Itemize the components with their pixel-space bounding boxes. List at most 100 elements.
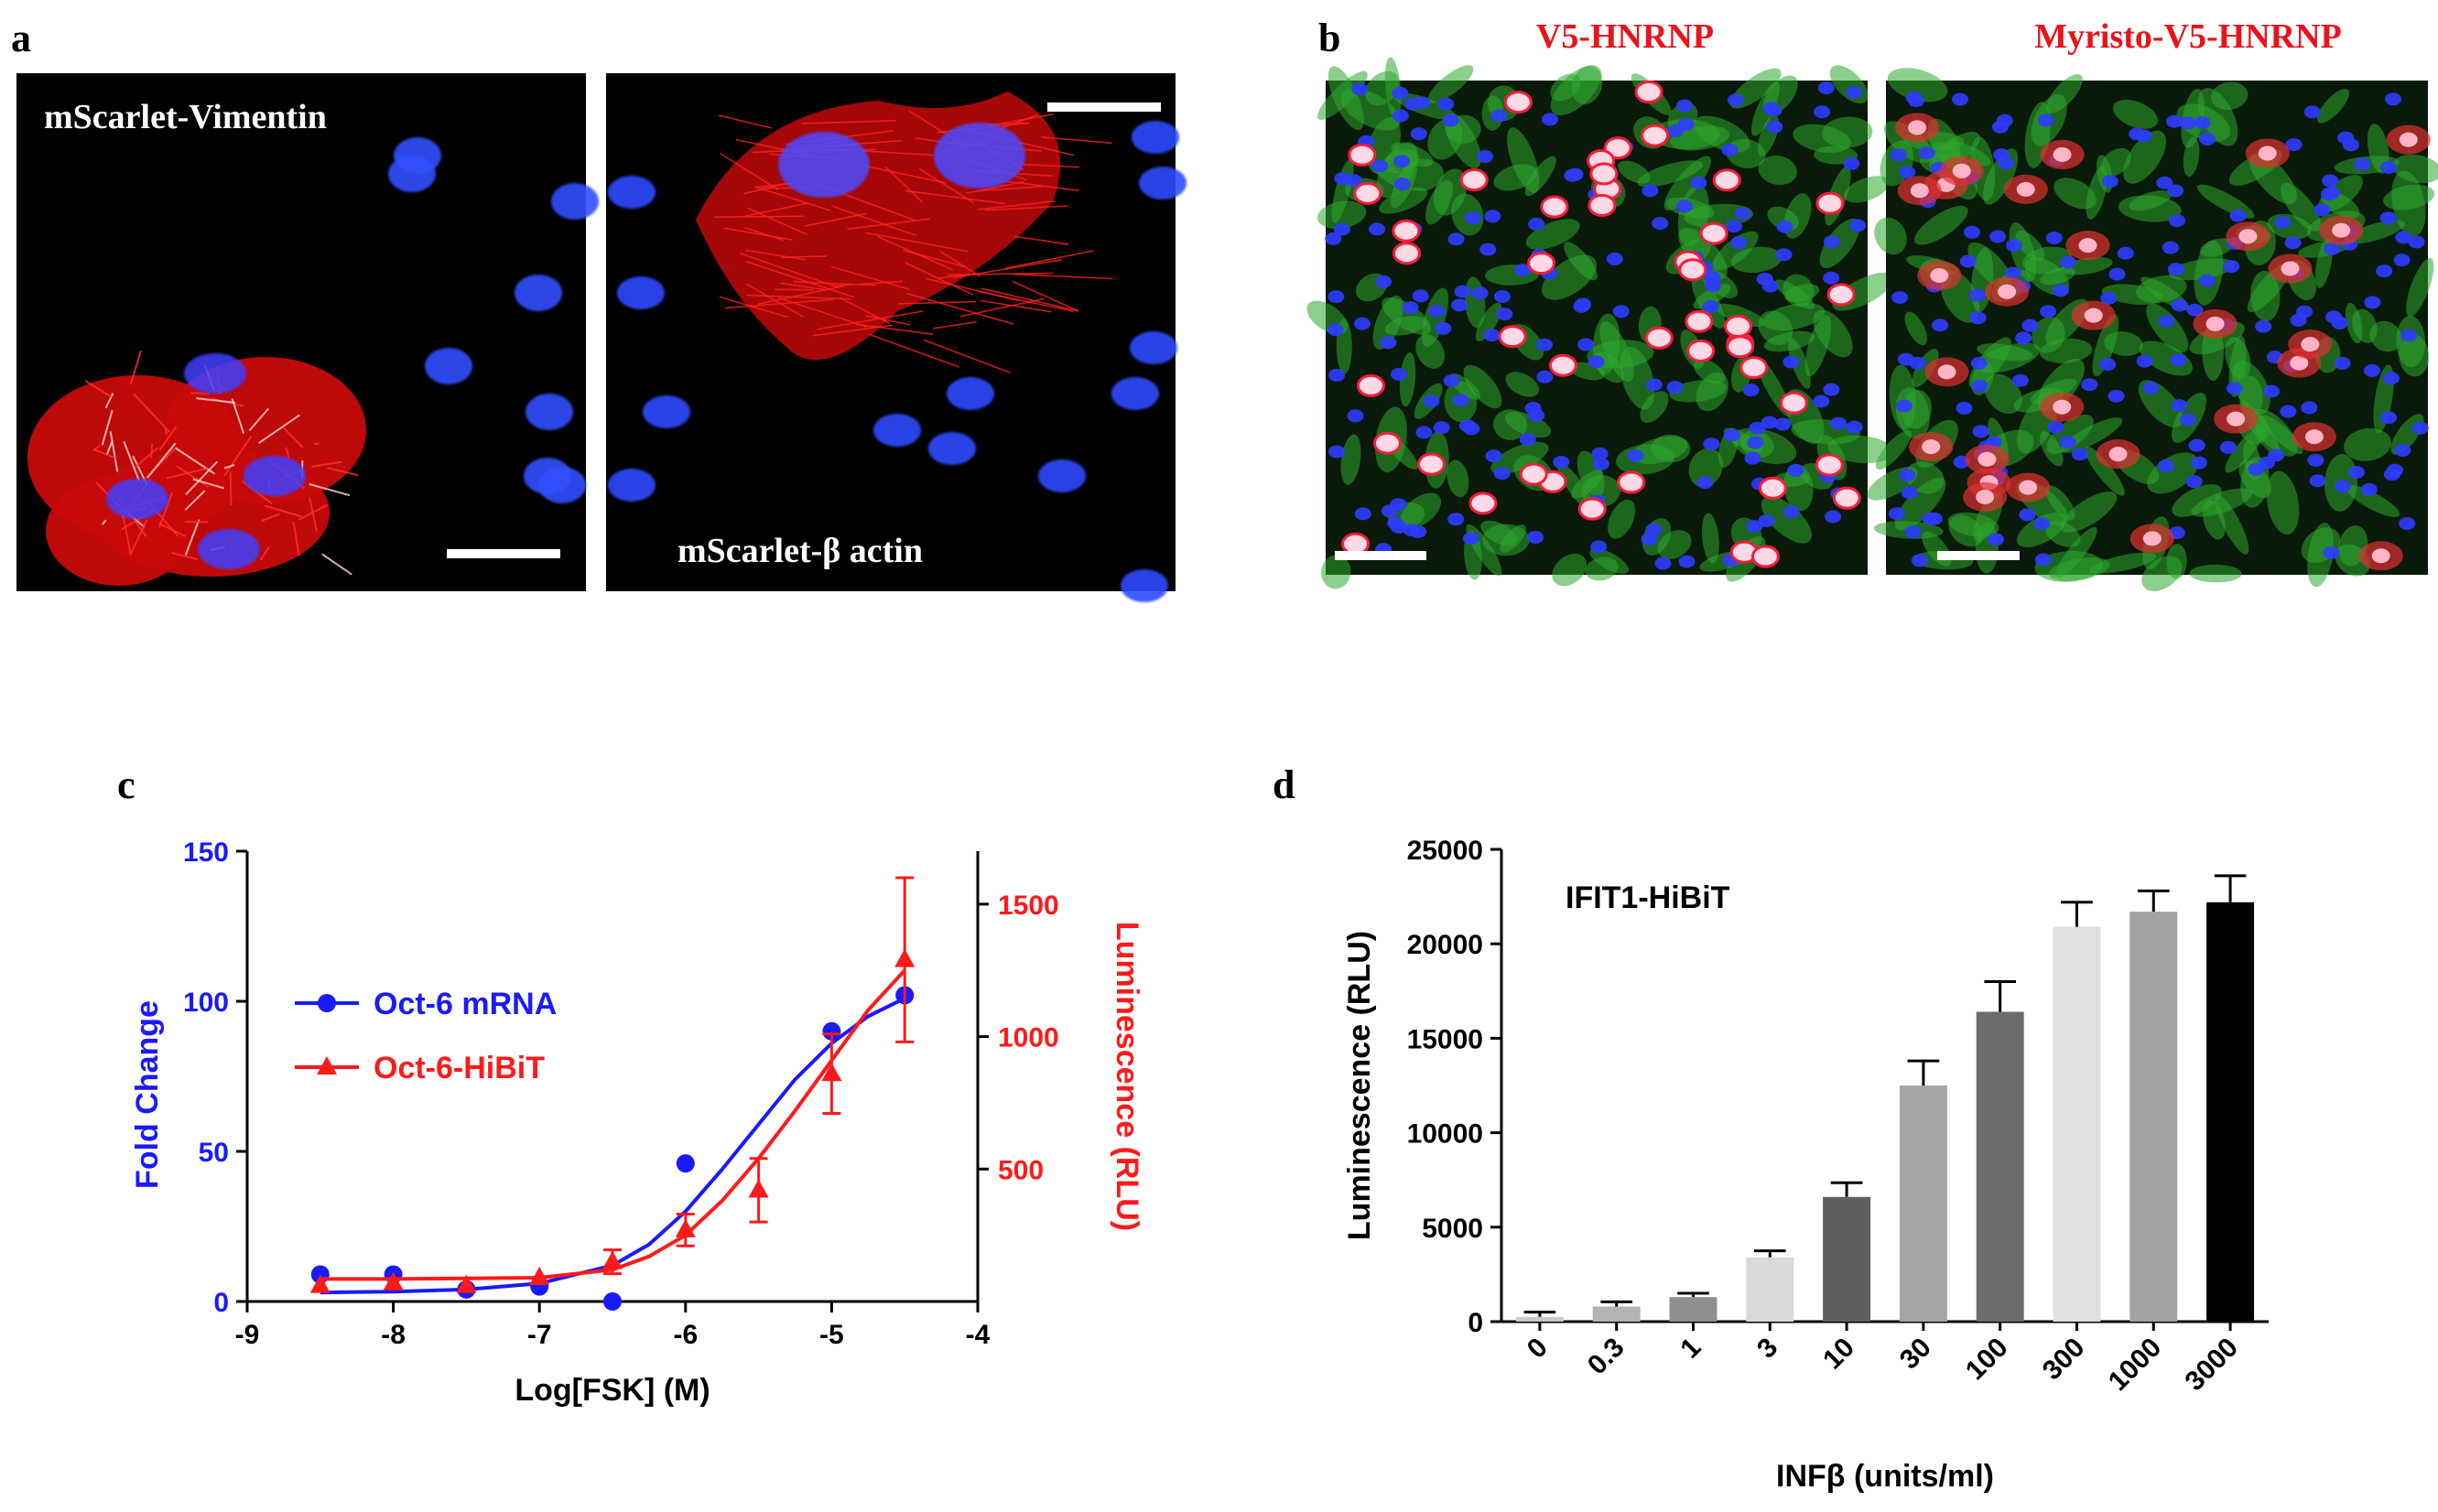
nucleus [244, 456, 306, 496]
panel-d: d 0 5000 10000 15000 20000 25000 0 0.3 1 3 10 30 100… [1273, 762, 2269, 1494]
cytoplasm [1889, 364, 1916, 430]
vimentin-filament [130, 519, 148, 555]
nucleus [1970, 356, 1988, 370]
nucleus [2324, 242, 2341, 255]
cytoplasm [2189, 564, 2242, 583]
actin-fiber [939, 251, 981, 277]
nucleus [1645, 378, 1663, 392]
cytoplasm [1525, 219, 1580, 250]
nucleus [2393, 254, 2411, 267]
cytoplasm [1874, 217, 1907, 255]
cytoplasm [2009, 222, 2037, 282]
nucleus [2320, 188, 2337, 201]
cytoplasm [2034, 550, 2103, 582]
hnrnp-positive-nucleus [1739, 356, 1769, 380]
vimentin-filament [166, 467, 208, 480]
nucleus [1528, 217, 1545, 231]
nucleus [2171, 298, 2188, 312]
actin-fiber [865, 232, 969, 253]
nucleus [2313, 203, 2331, 217]
actin-fiber [1004, 250, 1094, 269]
cytoplasm [1367, 117, 1401, 174]
actin-fiber [977, 200, 1056, 211]
actin-fiber [898, 300, 977, 305]
bar-100 [1976, 1011, 2024, 1322]
nucleus [184, 353, 246, 394]
nucleus [1485, 449, 1502, 463]
vimentin-filament [259, 545, 270, 561]
data-point [675, 1218, 696, 1237]
nucleus [1727, 93, 1744, 107]
nucleus [1536, 370, 1554, 383]
vimentin-filament [164, 428, 168, 436]
nucleus [2011, 373, 2029, 387]
cytoplasm [2345, 220, 2406, 244]
hnrnp-positive-nucleus [1617, 470, 1646, 494]
myristo-micrograph [1867, 68, 2438, 592]
nucleus [1918, 146, 1935, 160]
hnrnp-positive-nucleus [1603, 136, 1632, 160]
nucleus [1447, 513, 1465, 526]
nucleus [2162, 241, 2179, 254]
nucleus [1433, 421, 1450, 435]
nucleus [2411, 421, 2429, 435]
nucleus [1782, 355, 1800, 369]
cytoplasm [2045, 485, 2075, 521]
vimentin-filament [327, 467, 359, 477]
nucleus [425, 348, 472, 384]
nucleus [2219, 440, 2237, 454]
nucleus [1130, 331, 1177, 364]
nucleus [2021, 319, 2039, 332]
nucleus [1730, 236, 1748, 250]
vimentin-filament [192, 478, 224, 490]
nucleus [1998, 157, 2015, 170]
hnrnp-positive-nucleus [1699, 221, 1728, 245]
nucleus [1392, 109, 1409, 123]
nucleus [1678, 555, 1696, 568]
nucleus [1922, 439, 1941, 455]
data-point [676, 1154, 695, 1173]
scale-bar [1047, 103, 1161, 112]
nucleus [1787, 463, 1804, 477]
cytoplasm [2266, 470, 2300, 535]
nucleus [2179, 413, 2196, 427]
nucleus [1758, 514, 1775, 528]
vimentin-filament [321, 553, 352, 576]
nucleus [1454, 285, 1471, 298]
nucleus [2394, 443, 2411, 457]
nucleus [1402, 301, 1419, 315]
nucleus [1956, 401, 1973, 415]
nucleus [1761, 416, 1778, 429]
nucleus [1375, 275, 1392, 288]
nucleus [1991, 120, 2009, 134]
nucleus [2301, 337, 2320, 352]
nucleus [608, 176, 656, 209]
nucleus [1702, 299, 1719, 313]
x-axis-label: Log[FSK] (M) [515, 1373, 710, 1408]
scale-bar [1335, 551, 1426, 560]
vimentin-filament [311, 460, 342, 468]
vimentin-filament [171, 551, 198, 561]
x-tick-label: 300 [2037, 1333, 2091, 1387]
cytoplasm [1887, 68, 1948, 103]
cytoplasm [1608, 499, 1636, 539]
myristo-cells [1867, 68, 2438, 592]
cytoplasm [2194, 240, 2224, 306]
cytoplasm [2406, 257, 2434, 318]
cytoplasm [2060, 491, 2118, 533]
cytoplasm [1421, 287, 1449, 348]
nucleus [1721, 143, 1739, 157]
nucleus [2290, 313, 2307, 327]
nucleus [2226, 382, 2243, 395]
bar-10 [1823, 1196, 1871, 1322]
actin-fiber [780, 282, 825, 291]
hnrnp-positive-nucleus [1527, 252, 1556, 275]
nucleus [2399, 516, 2416, 530]
nucleus [1415, 426, 1433, 439]
nucleus [1347, 409, 1364, 423]
cytoplasm [1663, 156, 1711, 211]
data-point [748, 1179, 769, 1198]
nucleus [1987, 533, 2004, 546]
y-tick-label: 0 [1468, 1308, 1483, 1338]
nucleus [2167, 184, 2184, 198]
